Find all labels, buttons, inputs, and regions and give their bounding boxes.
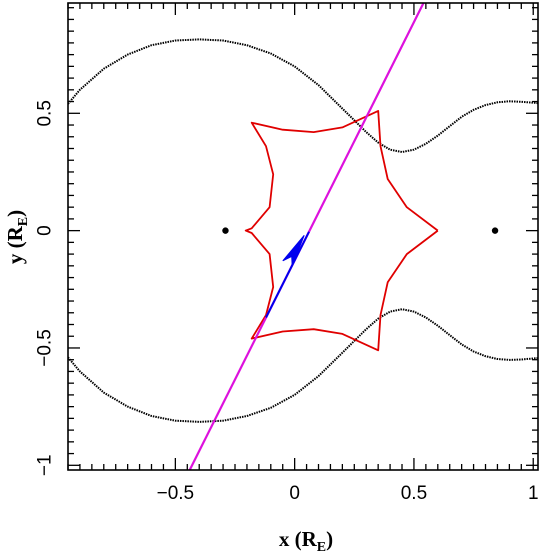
y-axis-label-group: y (RE): [3, 210, 31, 264]
source-trajectory-highlight-line: [265, 231, 310, 318]
plot-border: [67, 2, 539, 471]
x-axis-label: x (RE): [279, 527, 333, 555]
x-tick-label: 0: [289, 483, 300, 504]
lens-point-2: [491, 227, 499, 234]
y-tick-label: −1: [35, 454, 56, 476]
lens-point-1: [222, 227, 229, 234]
x-tick-label: 0.5: [401, 483, 427, 504]
x-tick-label: −0.5: [157, 483, 195, 504]
y-tick-label: 0.5: [35, 100, 56, 126]
critical-curve-lower-line: [68, 308, 538, 423]
critical-curve-upper-line: [68, 38, 538, 153]
caustic-line: [244, 110, 439, 352]
y-tick-label: −0.5: [35, 329, 56, 367]
plot-marks: [68, 3, 538, 470]
y-tick-label: 0: [35, 225, 56, 236]
direction-arrow: [282, 234, 305, 267]
y-axis-label: y (RE): [3, 210, 31, 264]
plot-frame: [67, 2, 539, 471]
axis-ticks: −0.5 0 0.5 1 −1 −0.5 0 0.5: [35, 3, 539, 504]
series-group: [68, 3, 538, 470]
x-tick-label: 1: [528, 483, 539, 504]
